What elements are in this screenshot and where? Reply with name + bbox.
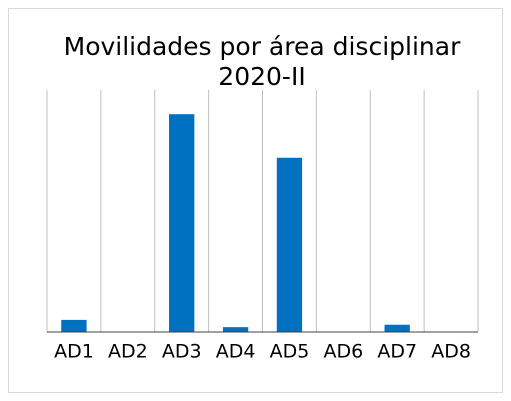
x-tick-label: AD1 [54, 341, 94, 363]
chart-frame [8, 8, 503, 393]
x-tick-label: AD5 [270, 341, 310, 363]
bar [169, 114, 195, 332]
x-tick-label: AD2 [108, 341, 148, 363]
bar [222, 327, 249, 332]
bar [384, 324, 410, 332]
bar [61, 319, 87, 332]
x-tick-label: AD3 [162, 341, 202, 363]
chart-title: Movilidades por área disciplinar [64, 32, 461, 61]
x-tick-label: AD8 [431, 341, 471, 363]
chart-subtitle: 2020-II [218, 62, 305, 91]
x-tick-label: AD7 [377, 341, 417, 363]
x-tick-label: AD4 [216, 341, 256, 363]
bar [276, 157, 303, 332]
x-tick-label: AD6 [323, 341, 363, 363]
